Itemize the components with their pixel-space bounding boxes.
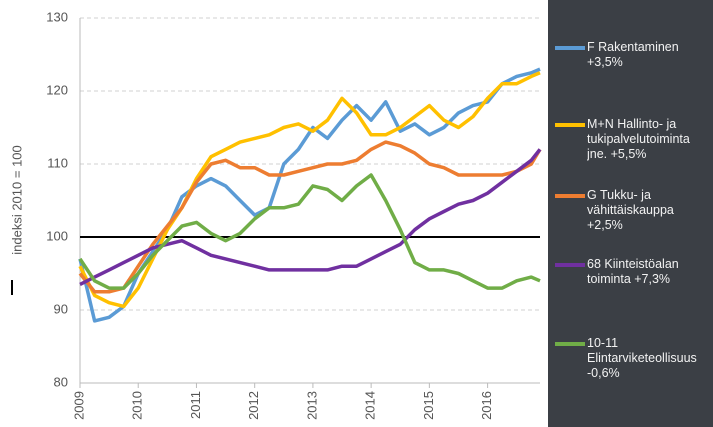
series-line	[79, 148, 542, 286]
series-line	[78, 140, 542, 294]
x-tick-label: 2011	[188, 391, 203, 419]
legend-entry: 10-11 Elintarviketeollisuus -0,6%	[587, 336, 697, 380]
x-tick-label: 2013	[304, 391, 319, 420]
y-tick-label: 130	[46, 9, 68, 24]
legend-entry: M+N Hallinto- ja tukipalvelutoiminta jne…	[587, 117, 690, 161]
y-axis-label: indeksi 2010 = 100	[9, 145, 24, 255]
x-tick-label: 2009	[71, 391, 86, 420]
y-tick-label: 120	[46, 82, 68, 97]
x-tick-label: 2010	[130, 391, 145, 420]
y-tick-label: 110	[47, 155, 68, 170]
legend-label: 10-11 Elintarviketeollisuus -0,6%	[587, 336, 697, 380]
legend-entry: G Tukku- ja vähittäiskauppa +2,5%	[587, 188, 674, 232]
x-tick-label: 2015	[421, 391, 436, 420]
x-tick-label: 2016	[479, 391, 494, 420]
x-tick-label: 2012	[246, 391, 261, 420]
x-tick-label: 2014	[363, 391, 378, 420]
legend-entry: 68 Kiinteistöalan toiminta +7,3%	[587, 257, 679, 286]
legend-entry: F Rakentaminen +3,5%	[587, 40, 679, 69]
plot-panel	[0, 0, 548, 427]
legend-label: 68 Kiinteistöalan toiminta +7,3%	[587, 257, 679, 286]
y-tick-label: 90	[54, 301, 68, 316]
legend-label: M+N Hallinto- ja tukipalvelutoiminta jne…	[587, 117, 690, 161]
y-tick-label: 80	[54, 374, 68, 389]
legend-label: F Rakentaminen +3,5%	[587, 40, 679, 69]
y-tick-label: 100	[46, 228, 68, 243]
legend-label: G Tukku- ja vähittäiskauppa +2,5%	[587, 188, 674, 232]
series-line	[78, 173, 541, 290]
series-line	[78, 67, 541, 323]
